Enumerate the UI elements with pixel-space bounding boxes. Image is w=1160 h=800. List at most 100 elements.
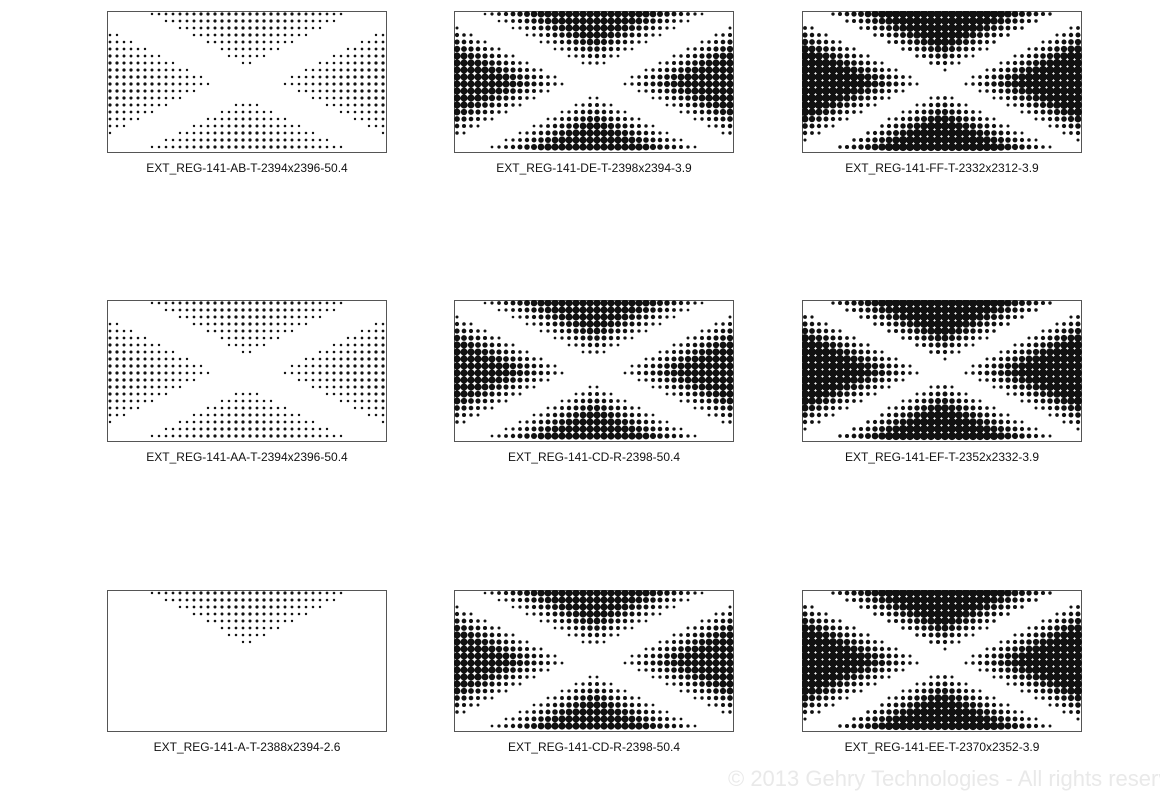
halftone-dot: [339, 357, 343, 361]
halftone-dot: [1040, 632, 1046, 638]
halftone-dot: [807, 93, 817, 103]
halftone-dot: [602, 54, 606, 58]
halftone-dot: [649, 143, 657, 151]
halftone-dot: [658, 96, 662, 100]
halftone-dot: [814, 644, 824, 654]
halftone-dot: [497, 434, 501, 438]
halftone-dot: [1011, 659, 1019, 667]
halftone-dot: [367, 40, 371, 44]
halftone-dot: [525, 315, 529, 319]
halftone-dot: [968, 11, 978, 19]
halftone-dot: [602, 640, 606, 644]
halftone-dot: [454, 32, 460, 38]
halftone-dot: [954, 590, 964, 598]
halftone-dot: [1017, 79, 1027, 89]
halftone-dot: [657, 660, 663, 666]
halftone-dot: [679, 138, 683, 142]
halftone-dot: [496, 391, 502, 397]
halftone-dot: [600, 300, 608, 307]
halftone-dot: [497, 301, 501, 305]
halftone-dot: [726, 687, 734, 695]
halftone-dot: [684, 376, 692, 384]
halftone-dot: [461, 618, 467, 624]
halftone-dot: [878, 306, 886, 314]
halftone-dot: [872, 716, 878, 722]
halftone-dot: [1059, 368, 1069, 378]
halftone-dot: [325, 12, 329, 16]
halftone-dot: [339, 82, 343, 86]
halftone-dot: [954, 431, 964, 441]
halftone-dot: [1040, 342, 1046, 348]
halftone-dot: [579, 708, 587, 716]
halftone-dot: [843, 348, 851, 356]
halftone-dot: [871, 11, 879, 18]
halftone-dot: [615, 116, 621, 122]
halftone-dot: [185, 68, 189, 72]
halftone-dot: [565, 17, 573, 25]
halftone-dot: [483, 117, 487, 121]
halftone-dot: [524, 137, 530, 143]
halftone-dot: [712, 652, 720, 660]
halftone-dot: [524, 307, 530, 313]
halftone-dot: [213, 26, 217, 30]
halftone-dot: [1038, 375, 1048, 385]
halftone-dot: [129, 103, 133, 107]
halftone-dot: [318, 434, 322, 438]
halftone-dot: [975, 11, 985, 19]
halftone-dot: [1018, 11, 1026, 18]
halftone-dot: [290, 301, 294, 305]
halftone-dot: [511, 633, 515, 637]
halftone-dot: [490, 696, 494, 700]
halftone-dot: [621, 143, 629, 151]
halftone-dot: [649, 722, 657, 730]
halftone-dot: [586, 617, 594, 625]
halftone-dot: [907, 116, 913, 122]
halftone-dot: [726, 80, 734, 88]
halftone-dot: [969, 31, 977, 39]
halftone-dot: [220, 605, 224, 609]
halftone-dot: [524, 300, 530, 306]
halftone-dot: [893, 412, 899, 418]
halftone-dot: [461, 46, 467, 52]
halftone-dot: [199, 427, 203, 431]
halftone-dot: [325, 82, 329, 86]
halftone-dot: [1047, 109, 1053, 115]
halftone-dot: [1040, 11, 1046, 17]
halftone-dot: [539, 619, 543, 623]
halftone-dot: [1073, 382, 1082, 392]
halftone-dot: [346, 343, 350, 347]
halftone-dot: [269, 434, 273, 438]
halftone-dot: [565, 603, 573, 611]
halftone-dot: [886, 419, 892, 425]
halftone-dot: [721, 413, 725, 417]
halftone-dot: [954, 714, 964, 724]
halftone-dot: [672, 61, 676, 65]
halftone-dot: [685, 391, 691, 397]
halftone-dot: [108, 392, 112, 396]
halftone-dot: [248, 110, 252, 114]
halftone-dot: [880, 61, 884, 65]
halftone-dot: [353, 392, 357, 396]
halftone-dot: [509, 362, 517, 370]
halftone-dot: [213, 33, 217, 37]
halftone-dot: [991, 702, 997, 708]
halftone-dot: [623, 661, 627, 665]
halftone-dot: [802, 65, 810, 75]
halftone-dot: [849, 651, 859, 661]
halftone-dot: [454, 80, 461, 88]
halftone-dot: [692, 60, 698, 66]
halftone-dot: [858, 426, 864, 432]
halftone-dot: [544, 590, 552, 597]
halftone-dot: [1005, 426, 1011, 432]
halftone-dot: [700, 40, 704, 44]
halftone-dot: [984, 653, 990, 659]
halftone-dot: [290, 598, 294, 602]
halftone-dot: [970, 335, 976, 341]
halftone-dot: [614, 11, 622, 18]
halftone-dot: [886, 32, 892, 38]
halftone-dot: [262, 131, 266, 135]
halftone-dot: [961, 602, 971, 612]
halftone-dot: [872, 95, 878, 101]
halftone-dot: [948, 115, 956, 123]
halftone-dot: [983, 715, 991, 723]
